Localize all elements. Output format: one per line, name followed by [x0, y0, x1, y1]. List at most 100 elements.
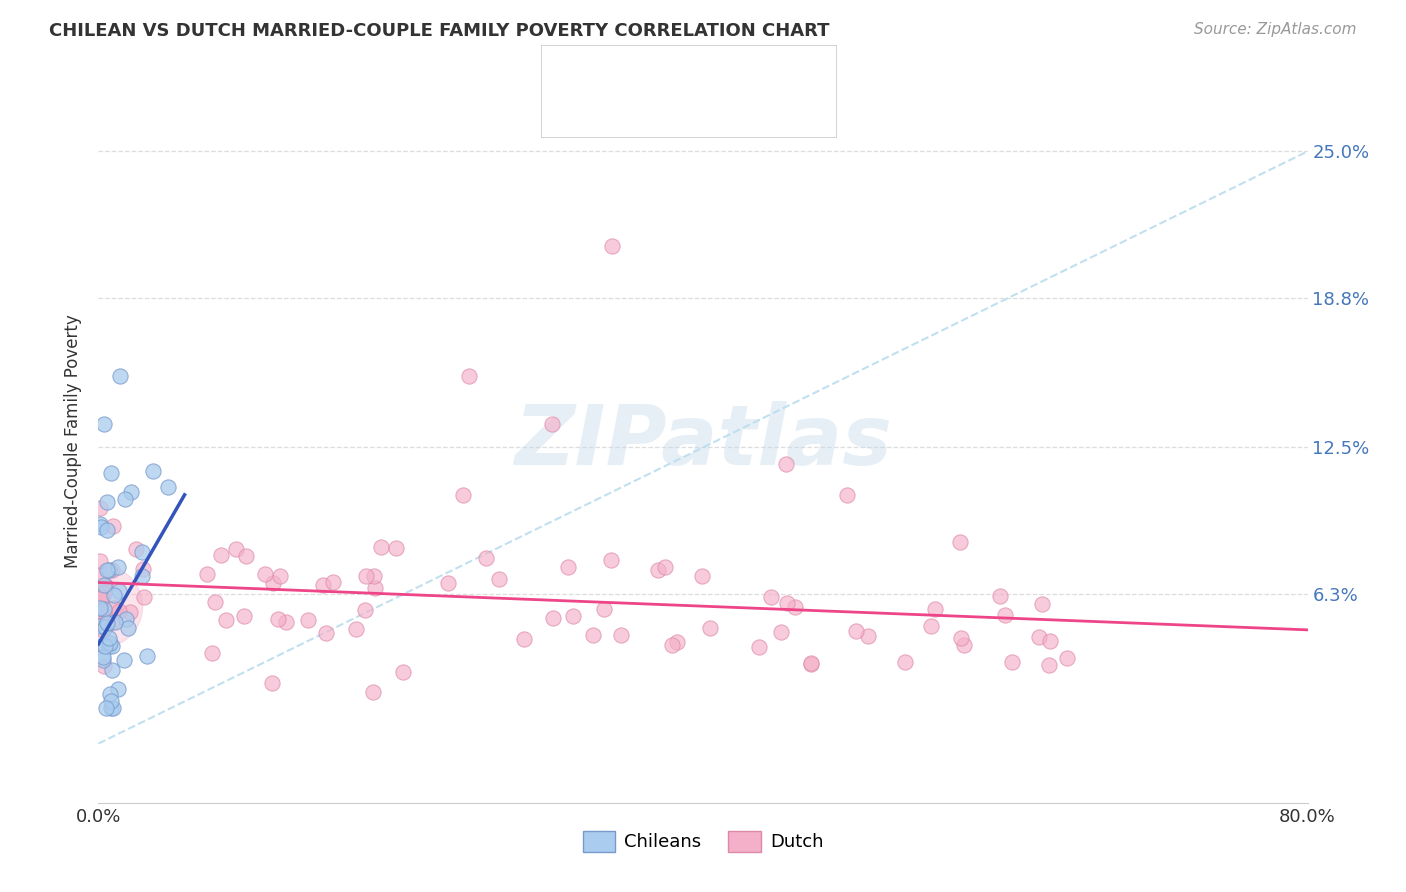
Point — [89, 517, 111, 532]
Point — [540, 417, 562, 431]
Point — [311, 578, 333, 592]
Point — [776, 596, 799, 610]
Point — [91, 590, 114, 604]
Point — [209, 549, 232, 563]
FancyBboxPatch shape — [541, 45, 837, 138]
Text: 44: 44 — [775, 60, 796, 78]
Point — [90, 520, 112, 534]
Point — [89, 606, 111, 620]
Point — [90, 606, 112, 620]
Point — [661, 638, 683, 652]
Point — [785, 600, 807, 615]
Point — [96, 563, 118, 577]
Point — [361, 685, 384, 699]
Point — [98, 635, 121, 649]
Point — [770, 624, 793, 639]
Point — [101, 663, 124, 677]
Point — [800, 657, 823, 671]
Point — [232, 608, 254, 623]
Point — [610, 628, 633, 642]
Legend: Chileans, Dutch: Chileans, Dutch — [575, 823, 831, 859]
Point — [582, 628, 605, 642]
Point — [949, 535, 972, 549]
Text: R = -0.085: R = -0.085 — [603, 103, 697, 121]
Point — [204, 595, 226, 609]
Point — [89, 554, 111, 568]
Point — [474, 551, 496, 566]
Point — [98, 631, 121, 645]
Point — [512, 632, 534, 646]
Point — [94, 577, 117, 591]
Point — [89, 615, 111, 630]
Text: Source: ZipAtlas.com: Source: ZipAtlas.com — [1194, 22, 1357, 37]
Point — [993, 607, 1015, 622]
Point — [297, 613, 319, 627]
Point — [89, 500, 111, 515]
Point — [225, 542, 247, 557]
Point — [96, 523, 118, 537]
Point — [94, 640, 117, 654]
Text: R =: R = — [603, 60, 636, 78]
Text: N =: N = — [724, 60, 758, 78]
Point — [101, 640, 124, 654]
Point — [108, 604, 131, 618]
Point — [488, 572, 510, 586]
Point — [89, 567, 111, 582]
Text: CHILEAN VS DUTCH MARRIED-COUPLE FAMILY POVERTY CORRELATION CHART: CHILEAN VS DUTCH MARRIED-COUPLE FAMILY P… — [49, 22, 830, 40]
Point — [90, 599, 112, 614]
Point — [132, 562, 155, 576]
Point — [1031, 598, 1053, 612]
Point — [96, 495, 118, 509]
Point — [543, 611, 565, 625]
Point — [115, 611, 138, 625]
Point — [654, 559, 676, 574]
Point — [1056, 651, 1078, 665]
Point — [101, 615, 124, 629]
Point — [104, 615, 127, 629]
Point — [1028, 630, 1050, 644]
Point — [775, 457, 797, 471]
Point — [91, 649, 114, 664]
Point — [557, 560, 579, 574]
Point — [96, 610, 118, 624]
Point — [89, 601, 111, 615]
Point — [274, 615, 297, 630]
Point — [356, 568, 378, 582]
Point — [354, 603, 377, 617]
Point — [112, 653, 135, 667]
FancyBboxPatch shape — [550, 95, 595, 130]
Text: ZIPatlas: ZIPatlas — [515, 401, 891, 482]
Point — [103, 601, 125, 615]
Point — [107, 681, 129, 696]
Point — [363, 569, 385, 583]
Point — [93, 417, 115, 431]
Point — [215, 613, 238, 627]
Point — [93, 620, 115, 634]
Point — [107, 560, 129, 574]
Point — [253, 566, 276, 581]
Point — [845, 624, 868, 638]
Point — [89, 607, 111, 621]
Point — [108, 369, 131, 384]
Point — [364, 581, 387, 595]
Point — [201, 646, 224, 660]
Point — [93, 658, 115, 673]
Text: 98: 98 — [775, 103, 797, 121]
Point — [600, 553, 623, 567]
Point — [322, 574, 344, 589]
Point — [142, 464, 165, 478]
Point — [920, 619, 942, 633]
Point — [100, 467, 122, 481]
Point — [118, 605, 141, 619]
Point — [108, 583, 131, 598]
FancyBboxPatch shape — [550, 51, 595, 86]
Point — [748, 640, 770, 655]
Point — [647, 563, 669, 577]
Point — [89, 618, 111, 632]
Point — [98, 687, 121, 701]
Point — [856, 629, 879, 643]
Point — [91, 638, 114, 652]
Point — [101, 701, 124, 715]
Point — [370, 540, 392, 554]
Point — [262, 576, 284, 591]
